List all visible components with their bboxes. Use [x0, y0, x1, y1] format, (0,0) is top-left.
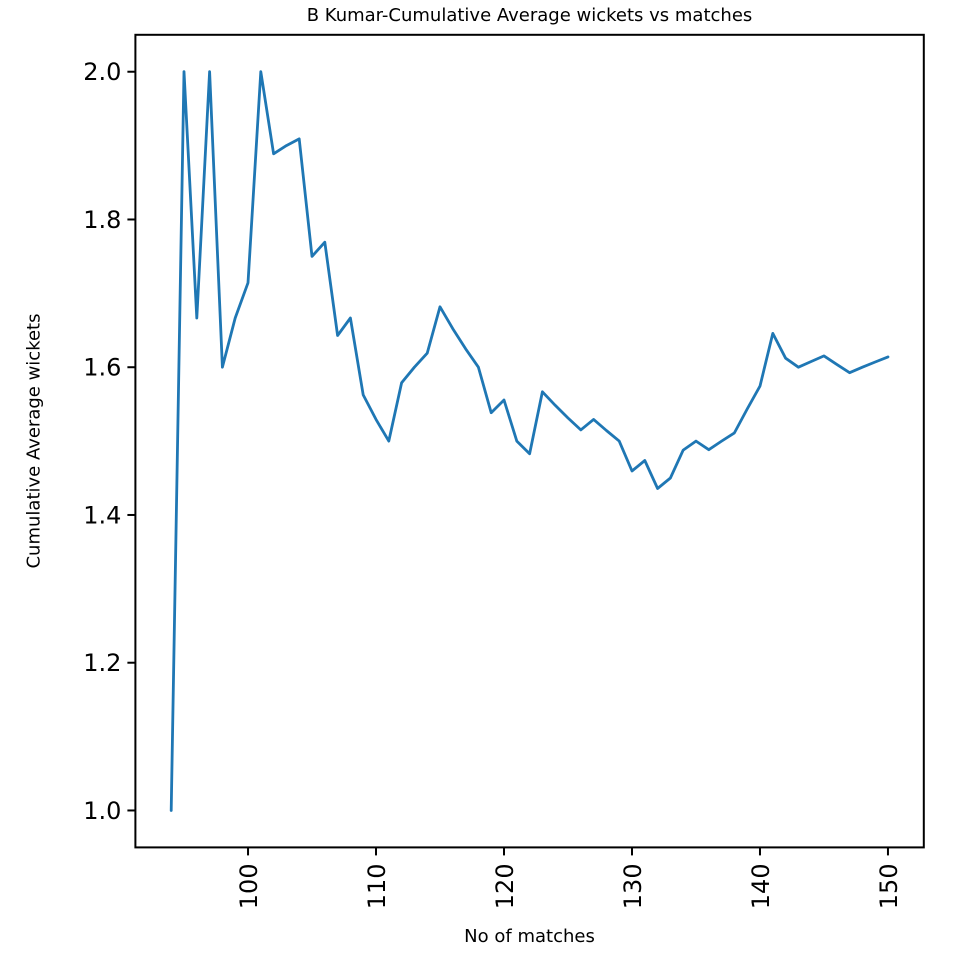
x-axis-label: No of matches — [464, 926, 595, 947]
x-tick-label: 150 — [875, 863, 903, 909]
y-tick-label: 1.0 — [83, 797, 121, 825]
y-axis-label: Cumulative Average wickets — [23, 313, 45, 569]
y-tick-label: 1.2 — [83, 649, 121, 677]
chart-title: B Kumar-Cumulative Average wickets vs ma… — [306, 5, 753, 26]
axes-box — [134, 33, 925, 849]
tick-labels: 1.0 1.2 1.4 1.6 1.8 2.0 100 110 120 130 140 150 — [83, 58, 903, 909]
x-tick-label: 100 — [235, 863, 263, 909]
y-tick-label: 2.0 — [83, 58, 121, 86]
x-tick-label: 130 — [619, 863, 647, 909]
x-tick-label: 140 — [747, 863, 775, 909]
data-line — [169, 70, 890, 812]
x-tick-label: 110 — [363, 863, 391, 909]
y-tick-label: 1.6 — [83, 354, 121, 382]
y-tick-label: 1.8 — [83, 206, 121, 234]
y-tick-label: 1.4 — [83, 501, 121, 529]
tick-marks — [127, 70, 889, 856]
x-tick-label: 120 — [491, 863, 519, 909]
